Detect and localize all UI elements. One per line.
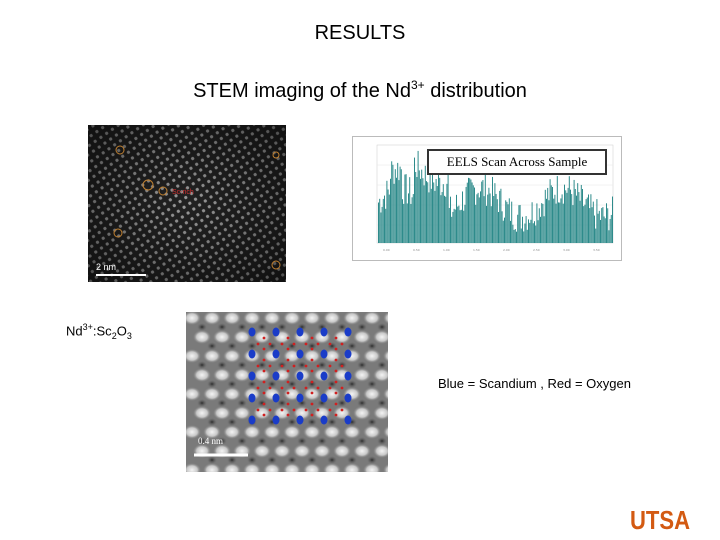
formula-superscript: 3+ [82,322,93,332]
stem-annotation: Sc-rich [172,189,194,196]
scale-bar-label: 2 nm [96,262,117,272]
eels-scan-plot: 0.00 0.50 1.00 1.50 2.00 2.50 3.00 3.50 EELS … [352,136,622,261]
subtitle-text: STEM imaging of the Nd [193,80,411,102]
svg-text:UTSA: UTSA [630,505,690,533]
formula-subscript: 2 [111,330,117,341]
scale-bar-label: 0.4 nm [198,436,224,446]
svg-text:2.00: 2.00 [503,248,510,252]
subtitle-superscript: 3+ [410,78,425,92]
subtitle-suffix: distribution [424,80,527,102]
formula-part: Nd [66,323,83,339]
formula-part: :Sc [92,323,112,339]
svg-text:3.00: 3.00 [563,248,570,252]
svg-text:1.50: 1.50 [473,248,480,252]
slide-title: RESULTS [314,22,406,44]
stem-lattice-graphic [88,125,286,282]
svg-text:3.50: 3.50 [593,248,600,252]
stem-image-atomic: 0.4 nm [186,312,388,472]
formula-part: O [116,323,127,339]
atomic-resolution-graphic [186,312,388,472]
svg-text:1.00: 1.00 [443,248,450,252]
svg-text:0.50: 0.50 [413,248,420,252]
eels-title-box: EELS Scan Across Sample [427,149,607,175]
svg-text:0.00: 0.00 [383,248,390,252]
slide-subtitle: STEM imaging of the Nd3+ distribution [0,78,720,103]
utsa-logo-graphic: UTSA [630,505,690,535]
formula-subscript: 3 [126,330,132,341]
formula-label: Nd3+:Sc2O3 [66,322,132,341]
utsa-logo: UTSA [630,505,692,538]
stem-image-large: Sc-rich 2 nm [88,125,286,282]
color-legend: Blue = Scandium , Red = Oxygen [438,376,631,391]
svg-text:2.50: 2.50 [533,248,540,252]
